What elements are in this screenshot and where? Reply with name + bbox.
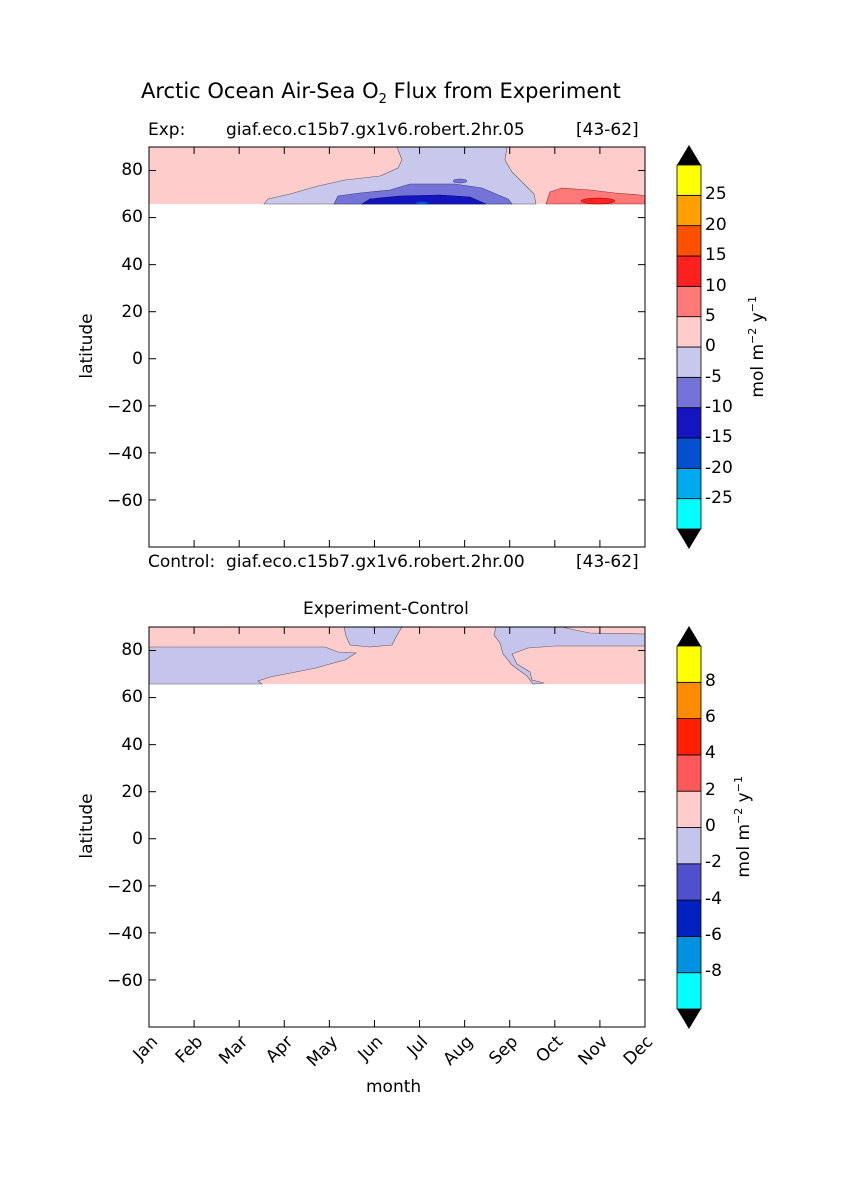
bottom-colorbar-swatch [676,936,702,974]
bottom-panel-plot [148,626,646,1028]
top-region-10-to-15 [580,197,616,205]
bottom-ytick-20: 20 [121,782,143,802]
x-axis-label: month [366,1077,422,1097]
bottom-ytick-60: 60 [121,687,143,707]
top-cb-tick-10: 10 [705,276,727,296]
top-ytick-m20: −20 [107,397,143,417]
bottom-cb-tick-4: 4 [705,743,716,763]
bottom-colorbar-swatch [676,827,702,865]
bottom-ytick-m40: −40 [107,924,143,944]
top-blob [452,178,468,184]
exp-label: Exp: [148,120,186,140]
bottom-colorbar-swatch [676,718,702,756]
bottom-colorbar-swatch [676,972,702,1010]
top-colorbar-extend-min [677,529,701,549]
bottom-colorbar-extend-max [677,626,701,646]
figure-title: Arctic Ocean Air-Sea O2 Flux from Experi… [141,79,621,107]
bottom-cb-tick-2: 2 [705,780,716,800]
bottom-axes-frame [148,626,646,1028]
top-cb-tick-20: 20 [705,215,727,235]
top-colorbar-swatch [676,255,702,287]
bottom-cb-tick-m2: -2 [705,852,722,872]
top-cb-tick-m5: -5 [705,367,722,387]
bottom-ytick-m20: −20 [107,877,143,897]
top-colorbar-swatch [676,437,702,469]
control-label: Control: [148,552,216,572]
top-ytick-m40: −40 [107,444,143,464]
bottom-region-m2-to-0-top [343,626,403,648]
bottom-colorbar-swatch [676,790,702,828]
bottom-ytick-80: 80 [121,640,143,660]
top-colorbar-swatch [676,376,702,409]
top-panel-plot [148,146,646,548]
top-cb-tick-m25: -25 [705,488,733,508]
top-colorbar-swatch [676,407,702,439]
bottom-cb-tick-6: 6 [705,707,716,727]
colorbars [676,145,702,1029]
top-ytick-20: 20 [121,302,143,322]
top-colorbar-swatch [676,164,702,196]
bottom-colorbar-extend-min [677,1009,701,1029]
control-years: [43-62] [576,552,639,572]
top-colorbar-swatch [676,225,702,257]
control-name: giaf.eco.c15b7.gx1v6.robert.2hr.00 [226,552,525,572]
bottom-ytick-0: 0 [132,829,143,849]
top-colorbar-swatch [676,467,702,500]
exp-name: giaf.eco.c15b7.gx1v6.robert.2hr.05 [226,120,525,140]
top-colorbar-swatch [676,285,702,318]
bottom-region-m2-to-0-left [148,646,357,685]
top-colorbar-swatch [676,498,702,530]
bottom-cb-tick-m6: -6 [705,925,722,945]
bottom-colorbar-swatch [676,754,702,792]
top-cb-tick-m20: -20 [705,458,733,478]
top-cb-tick-m15: -15 [705,427,733,447]
bottom-region-m2-to-0-right [493,626,646,685]
top-ytick-0: 0 [132,349,143,369]
axis-ticks [148,147,646,1027]
top-ytick-60: 60 [121,207,143,227]
title-subscript: 2 [378,92,387,108]
top-cb-tick-15: 15 [705,245,727,265]
bottom-colorbar-swatch [676,681,702,719]
bottom-cb-tick-m8: -8 [705,961,722,981]
bottom-cb-tick-8: 8 [705,671,716,691]
title-suffix: Flux from Experiment [386,79,621,103]
bottom-ytick-40: 40 [121,735,143,755]
top-ytick-m60: −60 [107,491,143,511]
top-axes-frame [148,146,646,548]
top-ytick-40: 40 [121,255,143,275]
top-cb-tick-0: 0 [705,336,716,356]
bottom-panel-title: Experiment-Control [303,599,469,619]
top-colorbar-swatch [676,194,702,227]
top-cb-tick-5: 5 [705,306,716,326]
bottom-ytick-m60: −60 [107,971,143,991]
bottom-cb-tick-0: 0 [705,816,716,836]
exp-years: [43-62] [576,120,639,140]
top-cb-tick-m10: -10 [705,397,733,417]
top-colorbar-swatch [676,316,702,348]
top-spot [416,201,428,205]
bottom-cb-tick-m4: -4 [705,889,722,909]
top-region-m15-to-m10 [360,194,487,205]
bottom-colorbar-swatch [676,899,702,937]
top-colorbar-swatch [676,346,702,378]
top-colorbar-extend-max [677,145,701,165]
bottom-colorbar-swatch [676,645,702,683]
bottom-colorbar-swatch [676,863,702,901]
top-cb-tick-25: 25 [705,184,727,204]
title-prefix: Arctic Ocean Air-Sea O [141,79,379,103]
top-ytick-80: 80 [121,160,143,180]
